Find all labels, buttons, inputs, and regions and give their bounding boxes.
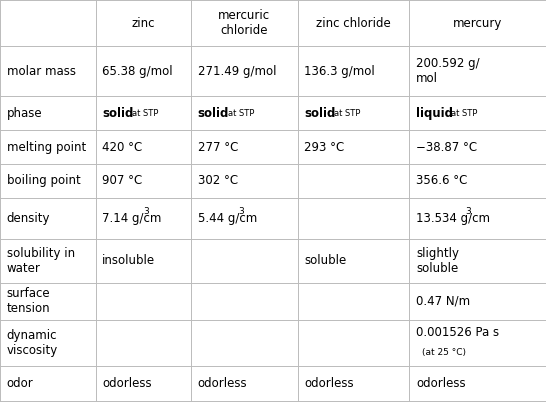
Text: mercuric
chloride: mercuric chloride bbox=[218, 9, 270, 37]
Text: phase: phase bbox=[7, 107, 42, 119]
Text: solid: solid bbox=[304, 107, 335, 119]
Text: −38.87 °C: −38.87 °C bbox=[416, 141, 477, 153]
Text: 3: 3 bbox=[239, 207, 244, 216]
Text: solid: solid bbox=[198, 107, 229, 119]
Text: solid: solid bbox=[102, 107, 133, 119]
Text: odorless: odorless bbox=[102, 377, 152, 390]
Text: 420 °C: 420 °C bbox=[102, 141, 143, 153]
Text: 293 °C: 293 °C bbox=[304, 141, 345, 153]
Text: boiling point: boiling point bbox=[7, 175, 80, 187]
Text: 0.001526 Pa s: 0.001526 Pa s bbox=[416, 326, 499, 339]
Text: 3: 3 bbox=[143, 207, 149, 216]
Text: mercury: mercury bbox=[453, 17, 502, 29]
Text: odor: odor bbox=[7, 377, 33, 390]
Text: 302 °C: 302 °C bbox=[198, 175, 238, 187]
Text: surface
tension: surface tension bbox=[7, 288, 50, 315]
Text: liquid: liquid bbox=[416, 107, 453, 119]
Text: zinc chloride: zinc chloride bbox=[316, 17, 391, 29]
Text: at STP: at STP bbox=[451, 108, 477, 118]
Text: melting point: melting point bbox=[7, 141, 86, 153]
Text: odorless: odorless bbox=[416, 377, 466, 390]
Text: slightly
soluble: slightly soluble bbox=[416, 247, 459, 275]
Text: 7.14 g/cm: 7.14 g/cm bbox=[102, 212, 162, 225]
Text: at STP: at STP bbox=[228, 108, 254, 118]
Text: 0.47 N/m: 0.47 N/m bbox=[416, 295, 470, 308]
Text: solubility in
water: solubility in water bbox=[7, 247, 75, 275]
Text: molar mass: molar mass bbox=[7, 65, 75, 78]
Text: 65.38 g/mol: 65.38 g/mol bbox=[102, 65, 173, 78]
Text: odorless: odorless bbox=[198, 377, 247, 390]
Text: 356.6 °C: 356.6 °C bbox=[416, 175, 467, 187]
Text: (at 25 °C): (at 25 °C) bbox=[422, 348, 466, 357]
Text: soluble: soluble bbox=[304, 254, 346, 267]
Text: 5.44 g/cm: 5.44 g/cm bbox=[198, 212, 257, 225]
Text: 3: 3 bbox=[466, 207, 472, 216]
Text: density: density bbox=[7, 212, 50, 225]
Text: 13.534 g/cm: 13.534 g/cm bbox=[416, 212, 490, 225]
Text: insoluble: insoluble bbox=[102, 254, 155, 267]
Text: zinc: zinc bbox=[132, 17, 155, 29]
Text: 200.592 g/
mol: 200.592 g/ mol bbox=[416, 57, 480, 85]
Text: 271.49 g/mol: 271.49 g/mol bbox=[198, 65, 276, 78]
Text: 277 °C: 277 °C bbox=[198, 141, 238, 153]
Text: odorless: odorless bbox=[304, 377, 354, 390]
Text: dynamic
viscosity: dynamic viscosity bbox=[7, 329, 58, 357]
Text: at STP: at STP bbox=[334, 108, 360, 118]
Text: at STP: at STP bbox=[132, 108, 158, 118]
Text: 907 °C: 907 °C bbox=[102, 175, 143, 187]
Text: 136.3 g/mol: 136.3 g/mol bbox=[304, 65, 375, 78]
